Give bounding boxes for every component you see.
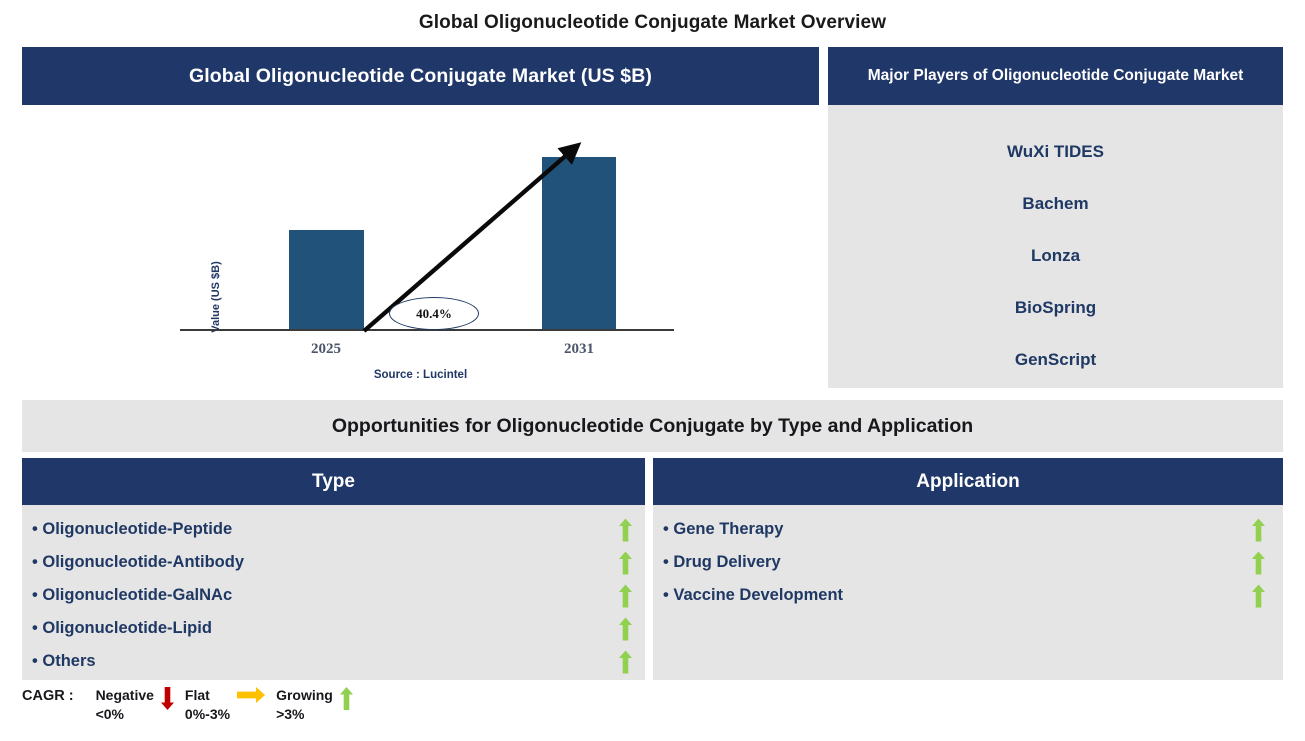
legend-negative-name: Negative xyxy=(95,687,154,703)
application-item-label: • Gene Therapy xyxy=(663,520,784,538)
major-players-panel-title: Major Players of Oligonucleotide Conjuga… xyxy=(867,66,1244,84)
cagr-legend-title: CAGR : xyxy=(22,688,74,704)
type-item-label: • Oligonucleotide-Peptide xyxy=(32,520,233,538)
list-item: • Drug Delivery xyxy=(653,546,1283,579)
market-chart-panel-header: Global Oligonucleotide Conjugate Market … xyxy=(22,47,819,105)
list-item: • Oligonucleotide-Peptide xyxy=(22,513,645,546)
cagr-legend: CAGR : Negative <0% Flat 0%-3% Growing >… xyxy=(22,686,364,736)
growth-trend-arrow-icon xyxy=(362,142,582,333)
arrow-up-icon xyxy=(610,518,640,541)
legend-entry-negative: Negative <0% xyxy=(96,686,177,723)
arrow-down-icon xyxy=(160,686,174,710)
list-item: • Oligonucleotide-GalNAc xyxy=(22,579,645,612)
arrow-up-icon xyxy=(610,584,640,607)
page-title: Global Oligonucleotide Conjugate Market … xyxy=(418,12,887,33)
type-item-label: • Oligonucleotide-Antibody xyxy=(32,553,245,571)
bar-chart-plot-area: 2025 2031 40.4% xyxy=(180,115,810,388)
type-item-label: • Oligonucleotide-GalNAc xyxy=(32,586,233,604)
arrow-up-icon xyxy=(1243,518,1273,541)
list-item: Lonza xyxy=(1030,246,1081,265)
type-column-header-label: Type xyxy=(312,470,355,492)
market-chart-panel: Global Oligonucleotide Conjugate Market … xyxy=(22,47,819,388)
arrow-up-icon xyxy=(1243,584,1273,607)
legend-flat-range: 0%-3% xyxy=(184,705,231,722)
x-tick-label-2031: 2031 xyxy=(564,341,594,357)
arrow-up-icon xyxy=(610,617,640,640)
major-players-panel-header: Major Players of Oligonucleotide Conjuga… xyxy=(828,47,1283,105)
bar-2031 xyxy=(542,157,616,329)
top-row: Global Oligonucleotide Conjugate Market … xyxy=(22,47,1283,388)
legend-flat-name: Flat xyxy=(184,687,210,703)
list-item: BioSpring xyxy=(1014,298,1097,317)
legend-entry-growing: Growing >3% xyxy=(276,686,356,723)
arrow-right-icon xyxy=(237,686,266,703)
market-chart-body: Value (US $B) 2025 2031 40.4% xyxy=(22,105,819,388)
legend-negative-range: <0% xyxy=(95,705,124,722)
list-item: • Gene Therapy xyxy=(653,513,1283,546)
list-item: WuXi TIDES xyxy=(1007,142,1104,161)
x-tick-label-2025: 2025 xyxy=(311,341,341,357)
list-item: GenScript xyxy=(1014,350,1097,369)
major-players-panel: Major Players of Oligonucleotide Conjuga… xyxy=(828,47,1283,388)
list-item: • Vaccine Development xyxy=(653,579,1283,612)
legend-entry-flat: Flat 0%-3% xyxy=(185,686,268,723)
type-item-label: • Others xyxy=(32,652,96,670)
application-item-label: • Drug Delivery xyxy=(663,553,781,571)
arrow-up-icon xyxy=(610,650,640,673)
cagr-callout-value: 40.4% xyxy=(416,305,452,321)
list-item: Bachem xyxy=(1022,194,1089,213)
type-column-items: • Oligonucleotide-Peptide • Oligonucleot… xyxy=(22,505,645,680)
type-item-label: • Oligonucleotide-Lipid xyxy=(32,619,212,637)
arrow-up-icon xyxy=(339,686,353,710)
list-item: • Oligonucleotide-Lipid xyxy=(22,612,645,645)
major-players-list: WuXi TIDES Bachem Lonza BioSpring GenScr… xyxy=(828,105,1283,388)
market-chart-panel-title: Global Oligonucleotide Conjugate Market … xyxy=(189,64,652,87)
arrow-up-icon xyxy=(1243,551,1273,574)
application-column-items: • Gene Therapy • Drug Delivery • Vaccine… xyxy=(653,505,1283,680)
application-column-header: Application xyxy=(653,458,1283,505)
type-column: Type • Oligonucleotide-Peptide • Oligonu… xyxy=(22,458,645,680)
legend-growing-name: Growing xyxy=(276,687,333,703)
application-column: Application • Gene Therapy • Drug Delive… xyxy=(653,458,1283,680)
bar-2025 xyxy=(289,230,364,329)
opportunities-band-title: Opportunities for Oligonucleotide Conjug… xyxy=(331,414,974,437)
legend-growing-range: >3% xyxy=(276,705,305,722)
application-column-header-label: Application xyxy=(916,470,1020,492)
chart-source-label: Source : Lucintel xyxy=(373,369,468,381)
opportunities-band: Opportunities for Oligonucleotide Conjug… xyxy=(22,400,1283,452)
cagr-callout-bubble: 40.4% xyxy=(389,297,479,330)
list-item: • Others xyxy=(22,645,645,678)
opportunities-tables: Type • Oligonucleotide-Peptide • Oligonu… xyxy=(22,458,1283,680)
application-item-label: • Vaccine Development xyxy=(663,586,844,604)
list-item: • Oligonucleotide-Antibody xyxy=(22,546,645,579)
type-column-header: Type xyxy=(22,458,645,505)
arrow-up-icon xyxy=(610,551,640,574)
